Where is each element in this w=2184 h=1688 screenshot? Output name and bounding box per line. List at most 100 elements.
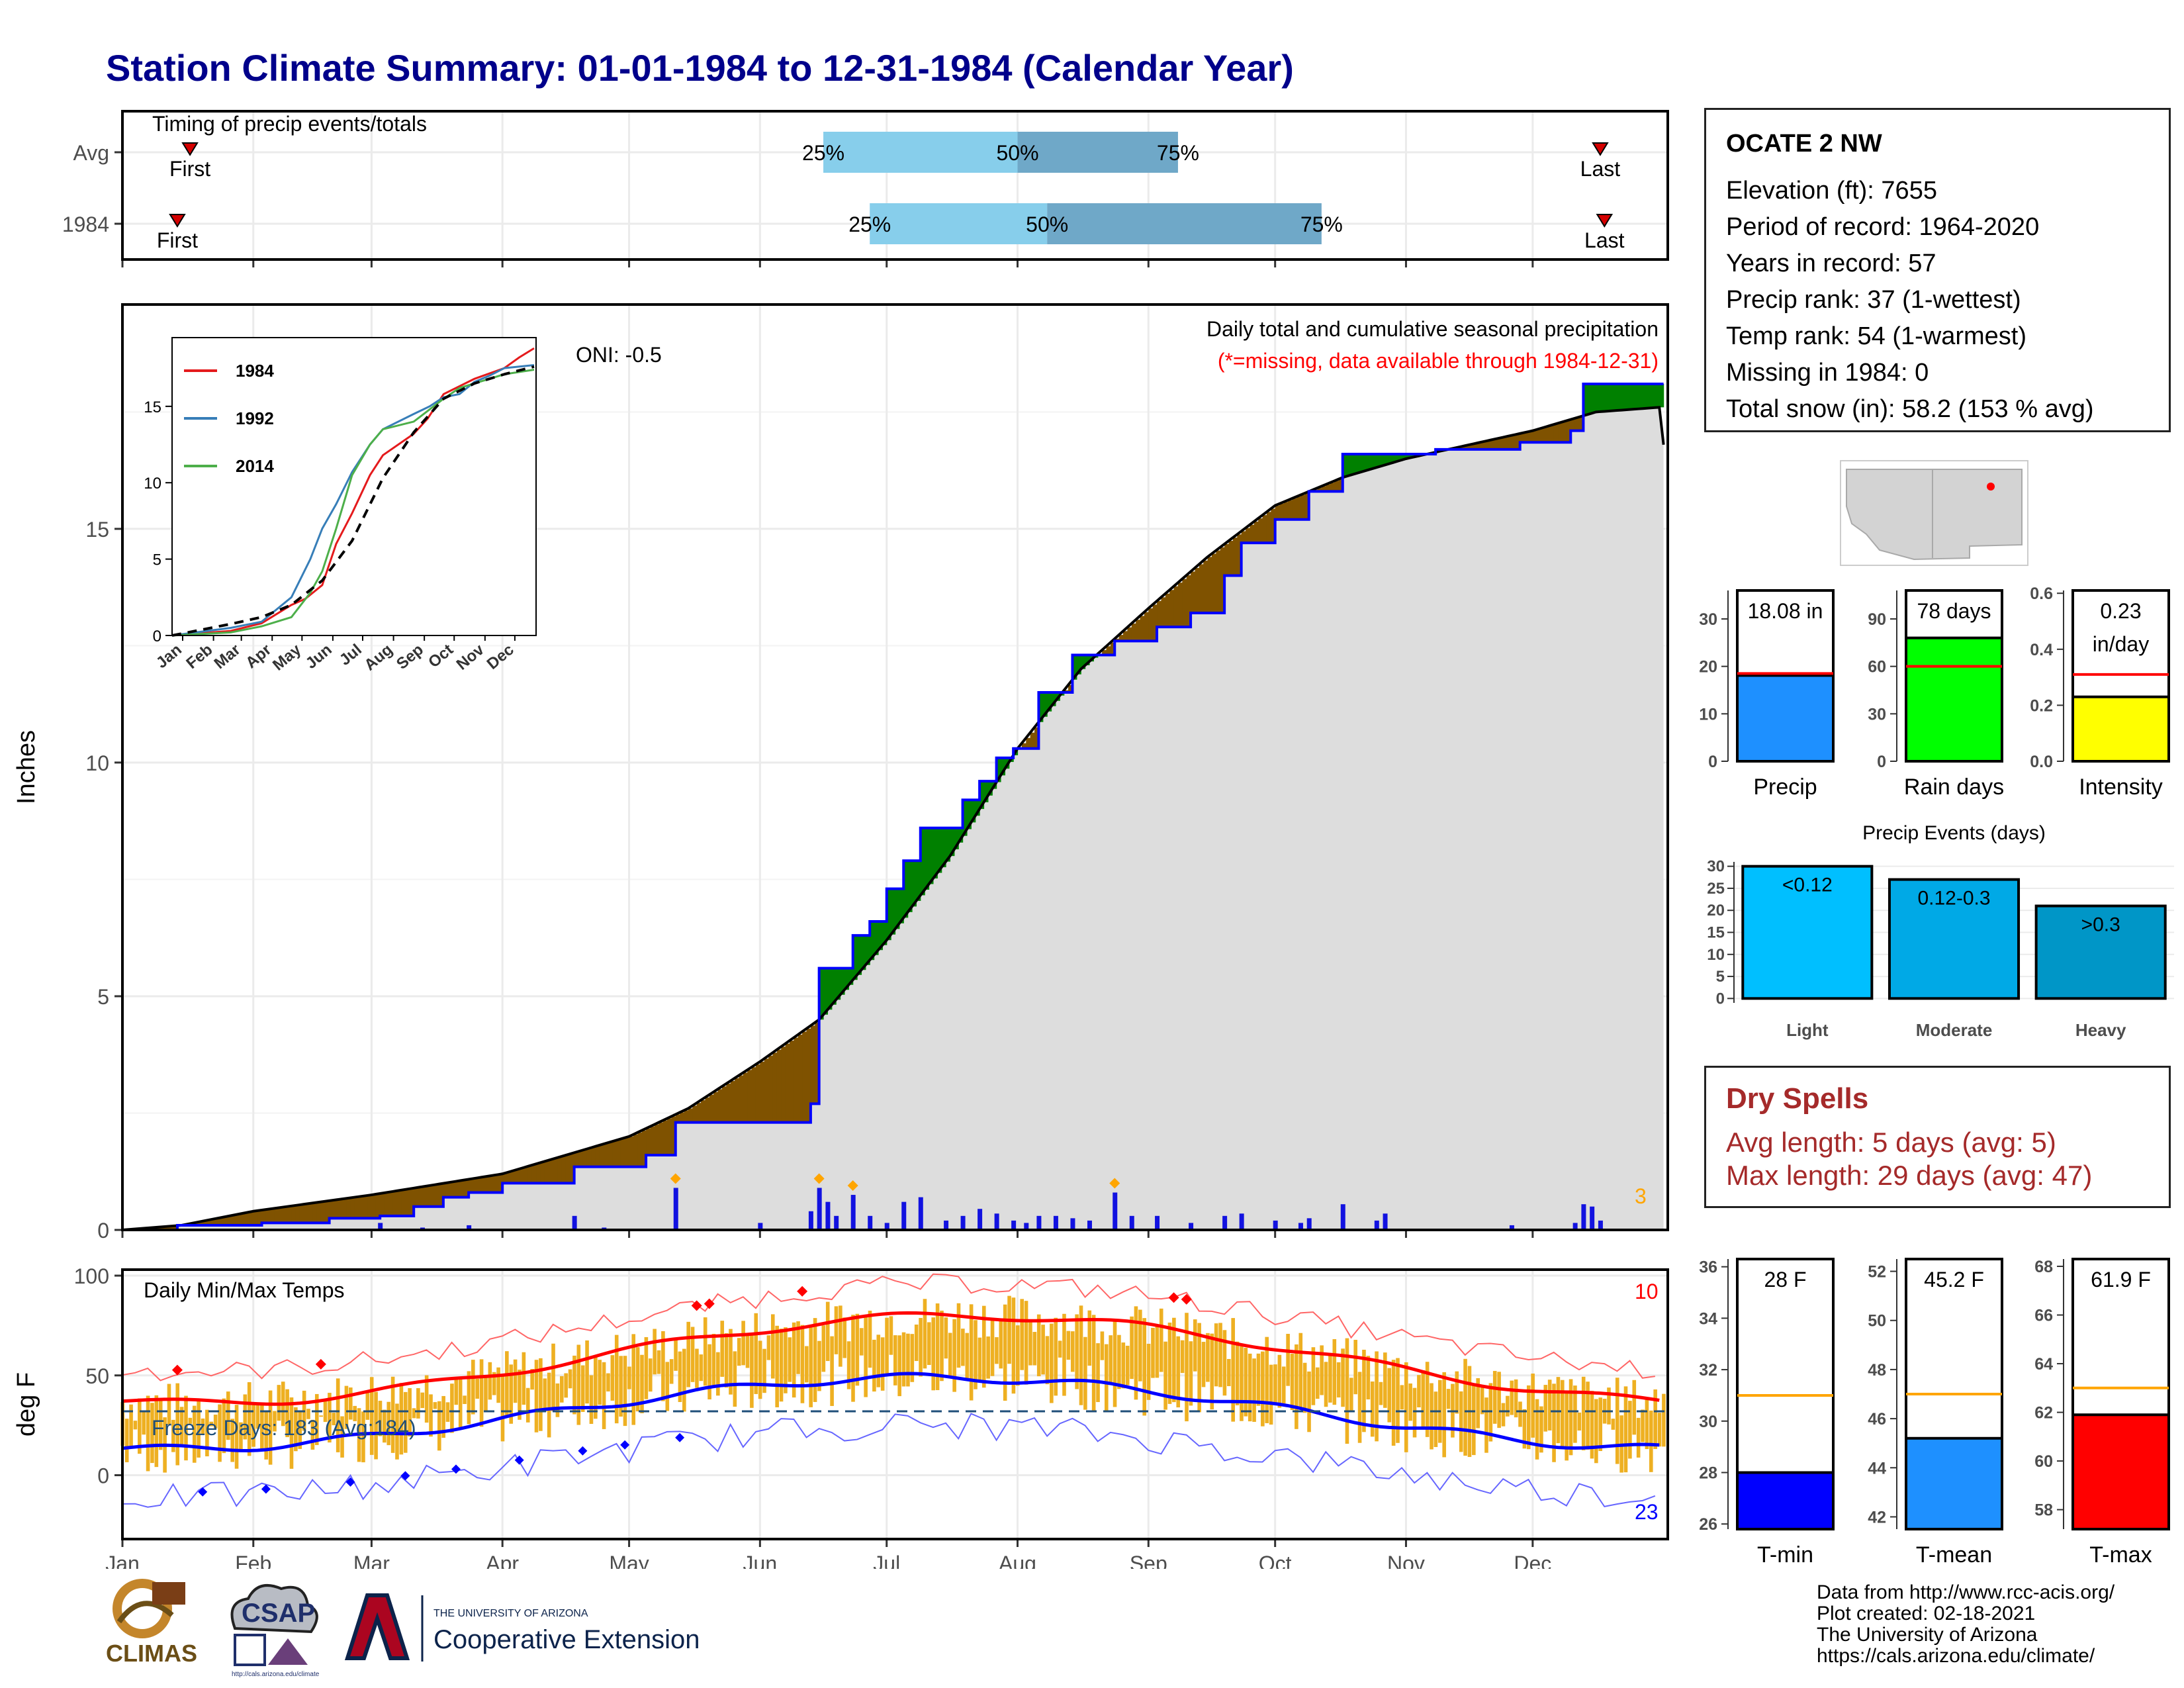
summary-ytick-label: 28: [1699, 1464, 1717, 1483]
cum-panel-border: [121, 303, 1669, 1231]
temp-daily-bar: [1552, 1383, 1556, 1462]
cum-above-avg-area: [1596, 384, 1601, 412]
summary-ytick-label: 30: [1868, 705, 1886, 724]
cum-below-avg-area: [375, 1194, 381, 1219]
cum-above-avg-area: [857, 935, 862, 975]
temp-daily-bar: [1096, 1343, 1100, 1403]
summary-ytick-label: 52: [1868, 1263, 1886, 1282]
cum-above-avg-area: [950, 827, 955, 857]
cum-below-avg-area: [219, 1217, 224, 1225]
station-info-box: OCATE 2 NW Elevation (ft): 7655 Period o…: [1704, 108, 2171, 432]
cum-below-avg-area: [156, 1227, 161, 1230]
cum-below-avg-area: [469, 1179, 474, 1193]
temp-daily-bar: [124, 1419, 129, 1462]
cum-below-avg-area: [215, 1218, 220, 1225]
cum-below-avg-area: [713, 1092, 719, 1123]
temp-daily-bar: [1036, 1314, 1041, 1377]
cum-below-avg-area: [1300, 494, 1305, 520]
cum-above-avg-area: [823, 968, 829, 1015]
temp-daily-bar: [1016, 1325, 1020, 1386]
temp-daily-bar: [205, 1409, 209, 1457]
cum-above-avg-area: [903, 861, 909, 918]
temp-record-low-marker: [400, 1471, 410, 1481]
temp-daily-bar: [682, 1348, 686, 1412]
temp-daily-bar: [935, 1303, 940, 1390]
temp-daily-bar: [1484, 1397, 1488, 1453]
temp-daily-bar: [1657, 1413, 1662, 1447]
cum-below-avg-area: [502, 1174, 508, 1184]
cum-above-avg-area: [971, 800, 976, 823]
events-ytick-label: 30: [1707, 858, 1725, 876]
temp-daily-bar: [623, 1356, 627, 1427]
cum-below-avg-area: [329, 1200, 334, 1219]
temp-record-low-marker: [345, 1477, 355, 1487]
cum-below-avg-area: [578, 1151, 583, 1167]
cum-daily-bar: [825, 1201, 831, 1230]
temp-daily-bar: [1197, 1323, 1201, 1413]
cum-daily-bar: [978, 1209, 983, 1230]
temp-daily-bar: [1117, 1335, 1121, 1389]
temp-daily-bar: [1193, 1319, 1197, 1372]
cum-heavy-marker: [847, 1180, 858, 1192]
temp-daily-bar: [445, 1402, 450, 1422]
temp-daily-bar: [846, 1341, 851, 1389]
cum-above-avg-area: [1608, 384, 1614, 411]
temp-daily-bar: [885, 1317, 889, 1377]
cum-below-avg-area: [316, 1202, 322, 1223]
timing-row-label: Avg: [73, 141, 109, 165]
cum-above-avg-area: [870, 921, 875, 961]
timing-label-75: 75%: [1157, 141, 1199, 165]
cum-below-avg-area: [1262, 515, 1267, 543]
cum-below-avg-area: [1177, 583, 1183, 628]
temp-xtick-label: Feb: [235, 1552, 271, 1569]
cum-above-avg-area: [1042, 692, 1048, 717]
cum-daily-bar: [918, 1197, 923, 1230]
temp-daily-bar: [665, 1362, 670, 1411]
temp-title: Daily Min/Max Temps: [144, 1278, 344, 1302]
temp-daily-bar: [530, 1369, 534, 1390]
temp-daily-bar: [285, 1389, 289, 1438]
temp-daily-bar: [1472, 1384, 1476, 1456]
cum-daily-bar: [1011, 1220, 1017, 1230]
cum-daily-bar: [467, 1225, 472, 1230]
cum-below-avg-area: [794, 1037, 799, 1123]
cum-above-avg-area: [987, 781, 993, 796]
temp-daily-bar: [1252, 1358, 1256, 1422]
temp-daily-bar: [1492, 1371, 1497, 1424]
temp-daily-bar: [239, 1422, 243, 1452]
cum-below-avg-area: [338, 1199, 343, 1219]
dry-spells-max: Max length: 29 days (avg: 47): [1726, 1160, 2093, 1191]
temp-daily-bar: [1510, 1380, 1514, 1415]
cum-below-avg-area: [625, 1137, 630, 1167]
temp-daily-bar: [1531, 1373, 1535, 1438]
temp-record-high-marker: [797, 1286, 808, 1297]
cum-below-avg-area: [224, 1217, 229, 1225]
temp-daily-bar: [889, 1316, 893, 1355]
cum-daily-bar: [868, 1215, 873, 1230]
temp-daily-bar: [1155, 1325, 1160, 1378]
cum-below-avg-area: [650, 1126, 655, 1156]
cum-above-avg-area: [1359, 453, 1365, 473]
cum-below-avg-area: [422, 1186, 427, 1207]
cum-below-avg-area: [684, 1110, 689, 1123]
cum-below-avg-area: [460, 1180, 465, 1197]
temp-daily-bar: [995, 1337, 999, 1364]
cum-below-avg-area: [1220, 547, 1225, 613]
timing-bar-q2: [1017, 132, 1178, 173]
cum-below-avg-area: [709, 1094, 714, 1123]
temp-record-low-marker: [578, 1446, 588, 1456]
temp-daily-bar: [1379, 1382, 1383, 1405]
cum-below-avg-area: [439, 1184, 444, 1207]
temp-daily-bar: [1058, 1340, 1062, 1358]
timing-label-50: 50%: [1026, 212, 1068, 236]
cum-below-avg-area: [1211, 553, 1216, 613]
cum-below-avg-area: [169, 1226, 174, 1230]
temp-daily-bar: [1222, 1330, 1227, 1396]
cum-above-avg-area: [954, 827, 959, 850]
inset-legend-label: 1992: [236, 408, 274, 428]
cum-daily-bar: [1581, 1204, 1586, 1230]
temp-daily-bar: [500, 1375, 505, 1442]
temp-record-high-marker: [1181, 1293, 1192, 1305]
temp-daily-bar: [1070, 1331, 1075, 1372]
temp-record-max-line: [122, 1273, 1655, 1382]
